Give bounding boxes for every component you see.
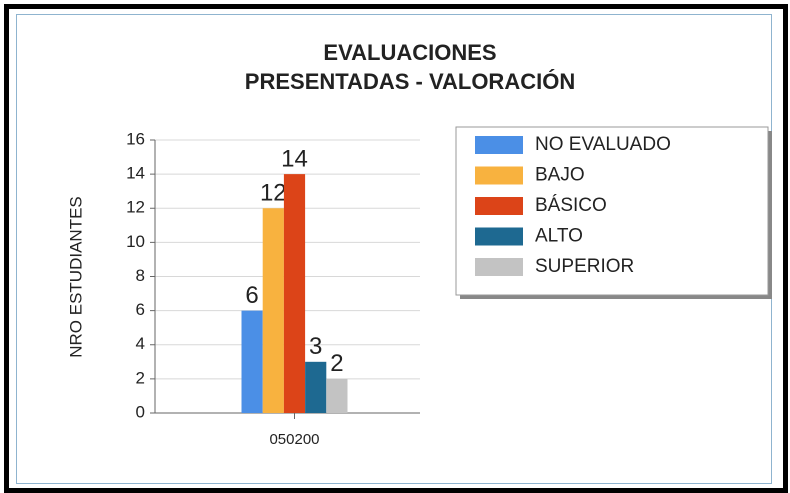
legend-swatch — [475, 227, 523, 246]
y-tick-label: 2 — [136, 368, 145, 387]
bar — [262, 208, 284, 413]
legend-swatch — [475, 258, 523, 276]
y-tick-label: 16 — [126, 129, 145, 148]
legend-label: ALTO — [535, 226, 583, 247]
bar — [283, 174, 306, 413]
data-label: 2 — [330, 350, 343, 377]
y-axis-label: NRO ESTUDIANTES — [66, 196, 85, 358]
y-tick-label: 10 — [126, 232, 145, 251]
y-tick-label: 6 — [136, 300, 145, 319]
y-tick-label: 14 — [126, 164, 145, 183]
legend-swatch — [475, 136, 523, 154]
legend-label: BÁSICO — [535, 195, 607, 216]
y-tick-label: 8 — [136, 266, 145, 285]
data-label: 14 — [281, 145, 308, 172]
data-label: 3 — [309, 333, 322, 360]
bar — [241, 310, 263, 413]
data-label: 12 — [260, 180, 287, 207]
legend-label: SUPERIOR — [535, 256, 634, 277]
x-tick-label: 050200 — [269, 431, 319, 448]
legend-swatch — [475, 166, 523, 185]
y-tick-label: 4 — [136, 334, 145, 353]
legend-swatch — [475, 197, 523, 215]
legend-label: BAJO — [535, 165, 585, 186]
y-tick-label: 0 — [136, 402, 145, 421]
bar — [305, 361, 327, 413]
bar — [326, 378, 348, 413]
chart-title: EVALUACIONES PRESENTADAS - VALORACIÓN — [244, 40, 576, 94]
y-tick-label: 12 — [126, 198, 145, 217]
legend-label: NO EVALUADO — [535, 134, 671, 155]
data-label: 6 — [245, 282, 258, 309]
